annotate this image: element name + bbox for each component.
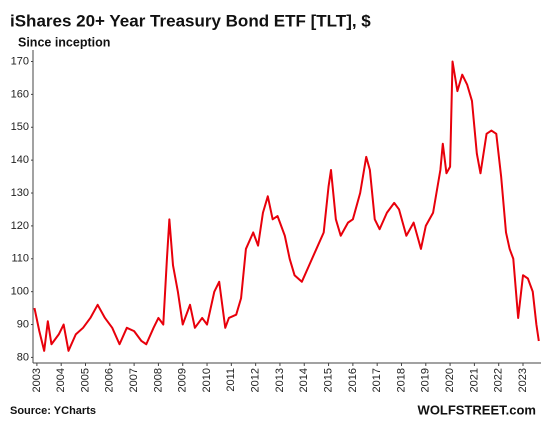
y-tick-label: 160 <box>11 88 29 100</box>
y-tick-label: 100 <box>11 286 29 298</box>
x-tick-label: 2007 <box>128 368 140 392</box>
x-tick-label: 2016 <box>347 368 359 392</box>
x-tick-label: 2023 <box>517 368 529 392</box>
y-tick-label: 170 <box>11 55 29 67</box>
x-tick-label: 2013 <box>274 368 286 392</box>
x-tick-label: 2019 <box>420 368 432 392</box>
x-tick-label: 2012 <box>250 368 262 392</box>
x-tick-label: 2011 <box>225 368 237 392</box>
x-tick-label: 2006 <box>104 368 116 392</box>
chart-title: iShares 20+ Year Treasury Bond ETF [TLT]… <box>10 11 371 30</box>
y-tick-label: 110 <box>11 253 29 265</box>
x-tick-label: 2003 <box>31 368 43 392</box>
credit: WOLFSTREET.com <box>418 402 536 417</box>
x-tick-label: 2015 <box>322 368 334 392</box>
x-tick-label: 2020 <box>444 368 456 392</box>
x-tick-label: 2021 <box>468 368 480 392</box>
y-tick-label: 80 <box>17 351 29 363</box>
y-tick-label: 90 <box>17 318 29 330</box>
x-tick-label: 2022 <box>493 368 505 392</box>
x-tick-label: 2004 <box>55 368 67 392</box>
y-tick-label: 120 <box>11 220 29 232</box>
x-tick-label: 2009 <box>177 368 189 392</box>
x-tick-label: 2018 <box>395 368 407 392</box>
line-series <box>33 60 540 352</box>
x-tick-label: 2014 <box>298 368 310 392</box>
y-tick-label: 150 <box>11 121 29 133</box>
x-tick-label: 2017 <box>371 368 383 392</box>
chart-subtitle: Since inception <box>18 35 110 49</box>
x-tick-label: 2010 <box>201 368 213 392</box>
y-tick-label: 140 <box>11 154 29 166</box>
y-tick-label: 130 <box>11 187 29 199</box>
x-tick-label: 2008 <box>152 368 164 392</box>
x-tick-label: 2005 <box>79 368 91 392</box>
source: Source: YCharts <box>10 405 96 417</box>
